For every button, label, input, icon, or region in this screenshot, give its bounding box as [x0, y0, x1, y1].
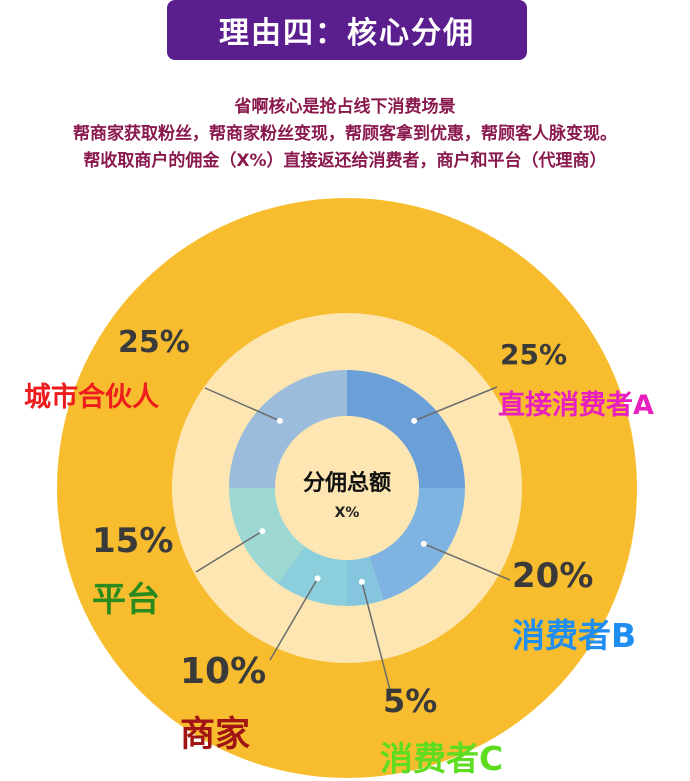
- slice-label-1: 直接消费者A: [498, 390, 654, 421]
- leader-line-3: [361, 581, 391, 691]
- title-banner: 理由四：核心分佣: [167, 0, 527, 60]
- slice-label-3: 消费者C: [380, 739, 503, 778]
- donut-slice-5: [229, 488, 305, 584]
- slice-percent-4: 10%: [180, 651, 266, 692]
- subtitle-line-1: 省啊核心是抢占线下消费场景: [234, 97, 456, 117]
- leader-dot-6: [276, 417, 283, 424]
- donut-slice-4: [277, 546, 347, 606]
- leader-dot-2: [420, 540, 427, 547]
- leader-dot-5: [259, 528, 266, 535]
- leader-lines: [195, 386, 511, 691]
- donut-slices: [229, 370, 465, 606]
- slice-label-2: 消费者B: [512, 616, 636, 655]
- donut-slice-1: [347, 370, 465, 488]
- leader-line-4: [269, 577, 319, 661]
- subtitle-line-3: 帮收取商户的佣金（X%）直接返还给消费者，商户和平台（代理商）: [83, 151, 607, 171]
- subtitle-line-2: 帮商家获取粉丝，帮商家粉丝变现，帮顾客拿到优惠，帮顾客人脉变现。: [73, 124, 617, 144]
- donut-slice-6: [229, 370, 347, 488]
- slice-label-4: 商家: [180, 715, 250, 755]
- slice-percent-3: 5%: [383, 682, 437, 720]
- slice-percent-5: 15%: [92, 521, 173, 561]
- slice-percent-2: 20%: [512, 556, 593, 596]
- slice-percent-1: 25%: [500, 338, 567, 371]
- page-title: 理由四：核心分佣: [219, 16, 475, 51]
- leader-line-1: [413, 386, 498, 422]
- slice-labels: 25% 直接消费者A 20% 消费者B 5% 消费者C 10% 商家 15% 平台 25% 城市合伙人: [24, 325, 654, 778]
- donut-slice-3: [347, 556, 384, 606]
- leader-dot-3: [358, 578, 365, 585]
- leader-line-6: [204, 387, 281, 422]
- slice-percent-6: 25%: [118, 325, 190, 360]
- center-disc: [275, 416, 419, 560]
- leader-line-5: [195, 530, 263, 573]
- donut-slice-2: [369, 488, 465, 601]
- leader-line-2: [423, 543, 511, 581]
- center-title: 分佣总额: [303, 470, 391, 496]
- leader-dot-1: [411, 417, 418, 424]
- leader-dot-4: [314, 575, 321, 582]
- slice-label-5: 平台: [92, 580, 160, 620]
- slice-label-6: 城市合伙人: [24, 381, 159, 413]
- center-value: X%: [335, 505, 360, 521]
